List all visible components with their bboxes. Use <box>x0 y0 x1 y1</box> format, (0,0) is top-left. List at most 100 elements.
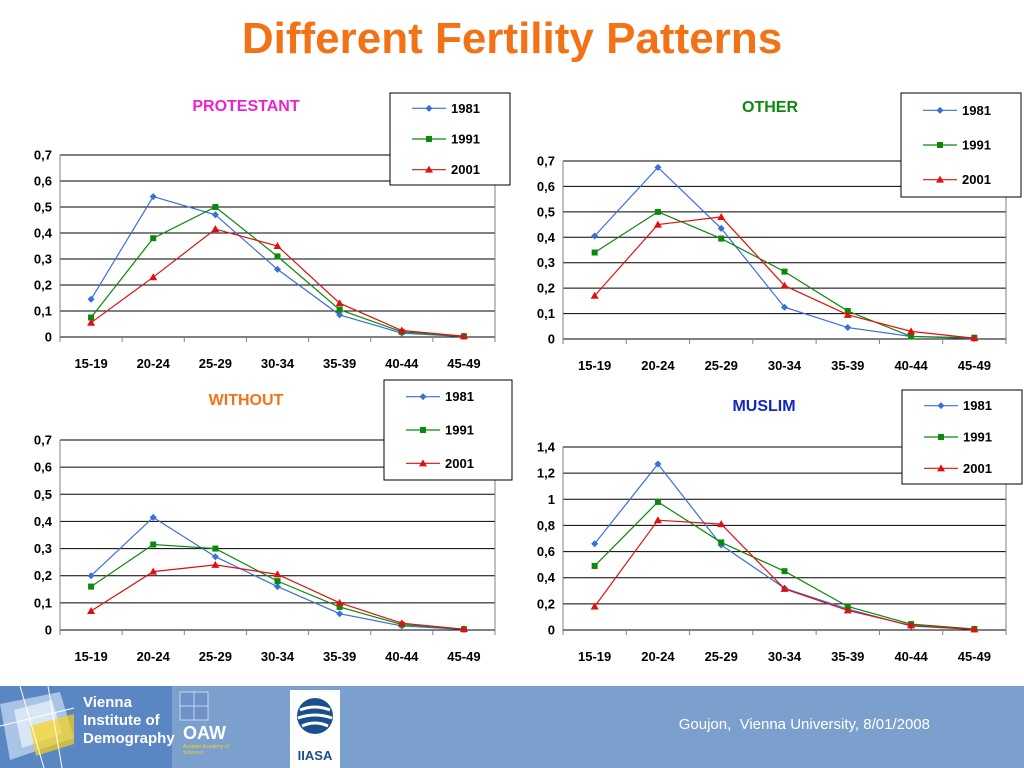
data-point <box>590 291 599 299</box>
y-tick-label: 1,4 <box>537 440 556 455</box>
legend-marker <box>425 165 433 173</box>
legend-label: 1991 <box>451 132 480 147</box>
legend-box <box>901 389 1023 485</box>
data-point <box>717 520 726 528</box>
x-tick-label: 15-19 <box>74 356 107 371</box>
chart-title: MUSLIM <box>732 398 795 415</box>
series-line <box>594 501 975 630</box>
data-point <box>336 603 343 610</box>
iiasa-logo: IIASA <box>290 690 340 768</box>
y-tick-label: 0,3 <box>34 541 52 556</box>
y-tick-label: 0,2 <box>537 281 555 296</box>
legend-label: 2001 <box>963 461 992 476</box>
data-point <box>907 621 916 629</box>
legend-label: 2001 <box>962 172 991 187</box>
series-line <box>594 216 975 339</box>
oaw-logo <box>179 691 209 721</box>
y-tick-label: 0,1 <box>34 595 52 610</box>
data-point <box>149 273 158 281</box>
data-point <box>336 311 344 319</box>
x-tick-label: 15-19 <box>578 358 611 373</box>
data-point <box>718 539 725 546</box>
data-point <box>87 607 96 614</box>
data-point <box>459 332 468 340</box>
legend-label: 1981 <box>451 101 480 116</box>
legend-label: 2001 <box>445 456 474 471</box>
data-point <box>336 610 344 618</box>
legend-label: 1981 <box>962 103 991 118</box>
data-point <box>780 584 789 592</box>
legend-marker <box>936 175 944 183</box>
series-1981 <box>87 193 468 340</box>
data-point <box>87 318 96 326</box>
data-point <box>87 572 95 580</box>
data-point <box>211 560 220 568</box>
y-tick-label: 0,3 <box>34 252 52 267</box>
y-tick-label: 0 <box>45 330 52 345</box>
x-tick-label: 40-44 <box>385 356 419 371</box>
y-tick-label: 0,4 <box>537 230 556 245</box>
x-tick-label: 30-34 <box>261 356 295 371</box>
x-tick-label: 25-29 <box>199 356 232 371</box>
data-point <box>717 212 726 220</box>
data-point <box>591 562 598 569</box>
data-point <box>211 225 220 233</box>
data-point <box>88 314 95 321</box>
data-point <box>718 235 725 242</box>
vienna-institute-logo-text: Vienna Institute of Demography <box>83 694 175 748</box>
x-tick-label: 25-29 <box>705 649 738 664</box>
data-point <box>211 211 219 219</box>
data-point <box>274 253 281 260</box>
x-tick-label: 15-19 <box>74 649 107 664</box>
logo-line-3: Demography <box>83 730 175 747</box>
data-point <box>591 232 599 240</box>
chart-muslim: MUSLIM 0 0,2 0,4 0,6 0,8 1 1,2 1,4 15-19 20-24 25-2… <box>537 389 1023 664</box>
data-point <box>88 583 95 590</box>
x-tick-label: 40-44 <box>894 358 928 373</box>
y-tick-label: 1 <box>548 492 555 507</box>
data-point <box>274 265 281 273</box>
data-point <box>149 513 157 521</box>
x-tick-label: 45-49 <box>447 356 480 371</box>
logo-line-2: Institute of <box>83 712 160 729</box>
oaw-logo-subtext: Austrian Academy of Sciences <box>183 744 229 756</box>
x-tick-label: 30-34 <box>768 358 802 373</box>
x-tick-label: 45-49 <box>958 649 991 664</box>
chart-title: OTHER <box>742 99 798 116</box>
data-point <box>150 541 157 548</box>
y-tick-label: 0,7 <box>537 154 555 169</box>
data-point <box>844 324 852 332</box>
legend-marker <box>419 393 427 401</box>
x-tick-label: 35-39 <box>831 649 864 664</box>
legend-marker <box>937 402 945 410</box>
data-point <box>273 570 282 578</box>
data-point <box>212 204 219 210</box>
data-point <box>335 598 344 606</box>
data-point <box>843 310 852 318</box>
data-point <box>717 224 725 232</box>
data-point <box>335 299 344 307</box>
data-point <box>653 516 662 524</box>
legend: 1981 1991 2001 <box>383 379 513 481</box>
data-point <box>970 625 979 633</box>
vienna-institute-logo <box>0 686 172 768</box>
data-point <box>653 220 662 228</box>
series-2001 <box>87 560 468 633</box>
data-point <box>274 583 281 591</box>
y-tick-label: 0,8 <box>537 518 555 533</box>
y-tick-label: 0,1 <box>34 304 52 319</box>
legend: 1981 1991 2001 <box>901 389 1023 485</box>
data-point <box>843 606 852 614</box>
footer-bar: Vienna Institute of Demography OAW Austr… <box>0 686 1024 768</box>
legend-marker <box>420 427 426 433</box>
x-tick-label: 20-24 <box>137 356 171 371</box>
legend-marker <box>937 464 945 472</box>
legend-box <box>900 92 1022 198</box>
data-point <box>654 208 661 215</box>
data-point <box>780 281 789 289</box>
legend-marker <box>425 104 433 112</box>
legend-marker <box>936 106 944 114</box>
data-point <box>654 498 661 505</box>
x-tick-label: 35-39 <box>323 356 356 371</box>
slide-title: Different Fertility Patterns <box>241 14 783 63</box>
